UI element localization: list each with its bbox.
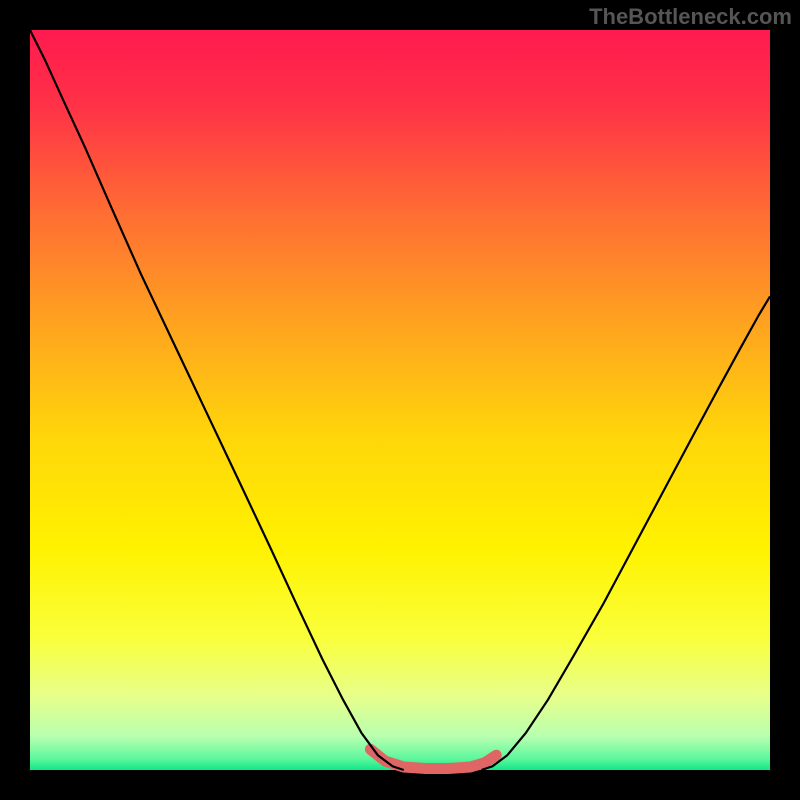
bottleneck-chart bbox=[0, 0, 800, 800]
watermark-text: TheBottleneck.com bbox=[589, 4, 792, 30]
highlight-endpoint bbox=[491, 750, 501, 760]
plot-background bbox=[30, 30, 770, 770]
chart-container: TheBottleneck.com bbox=[0, 0, 800, 800]
